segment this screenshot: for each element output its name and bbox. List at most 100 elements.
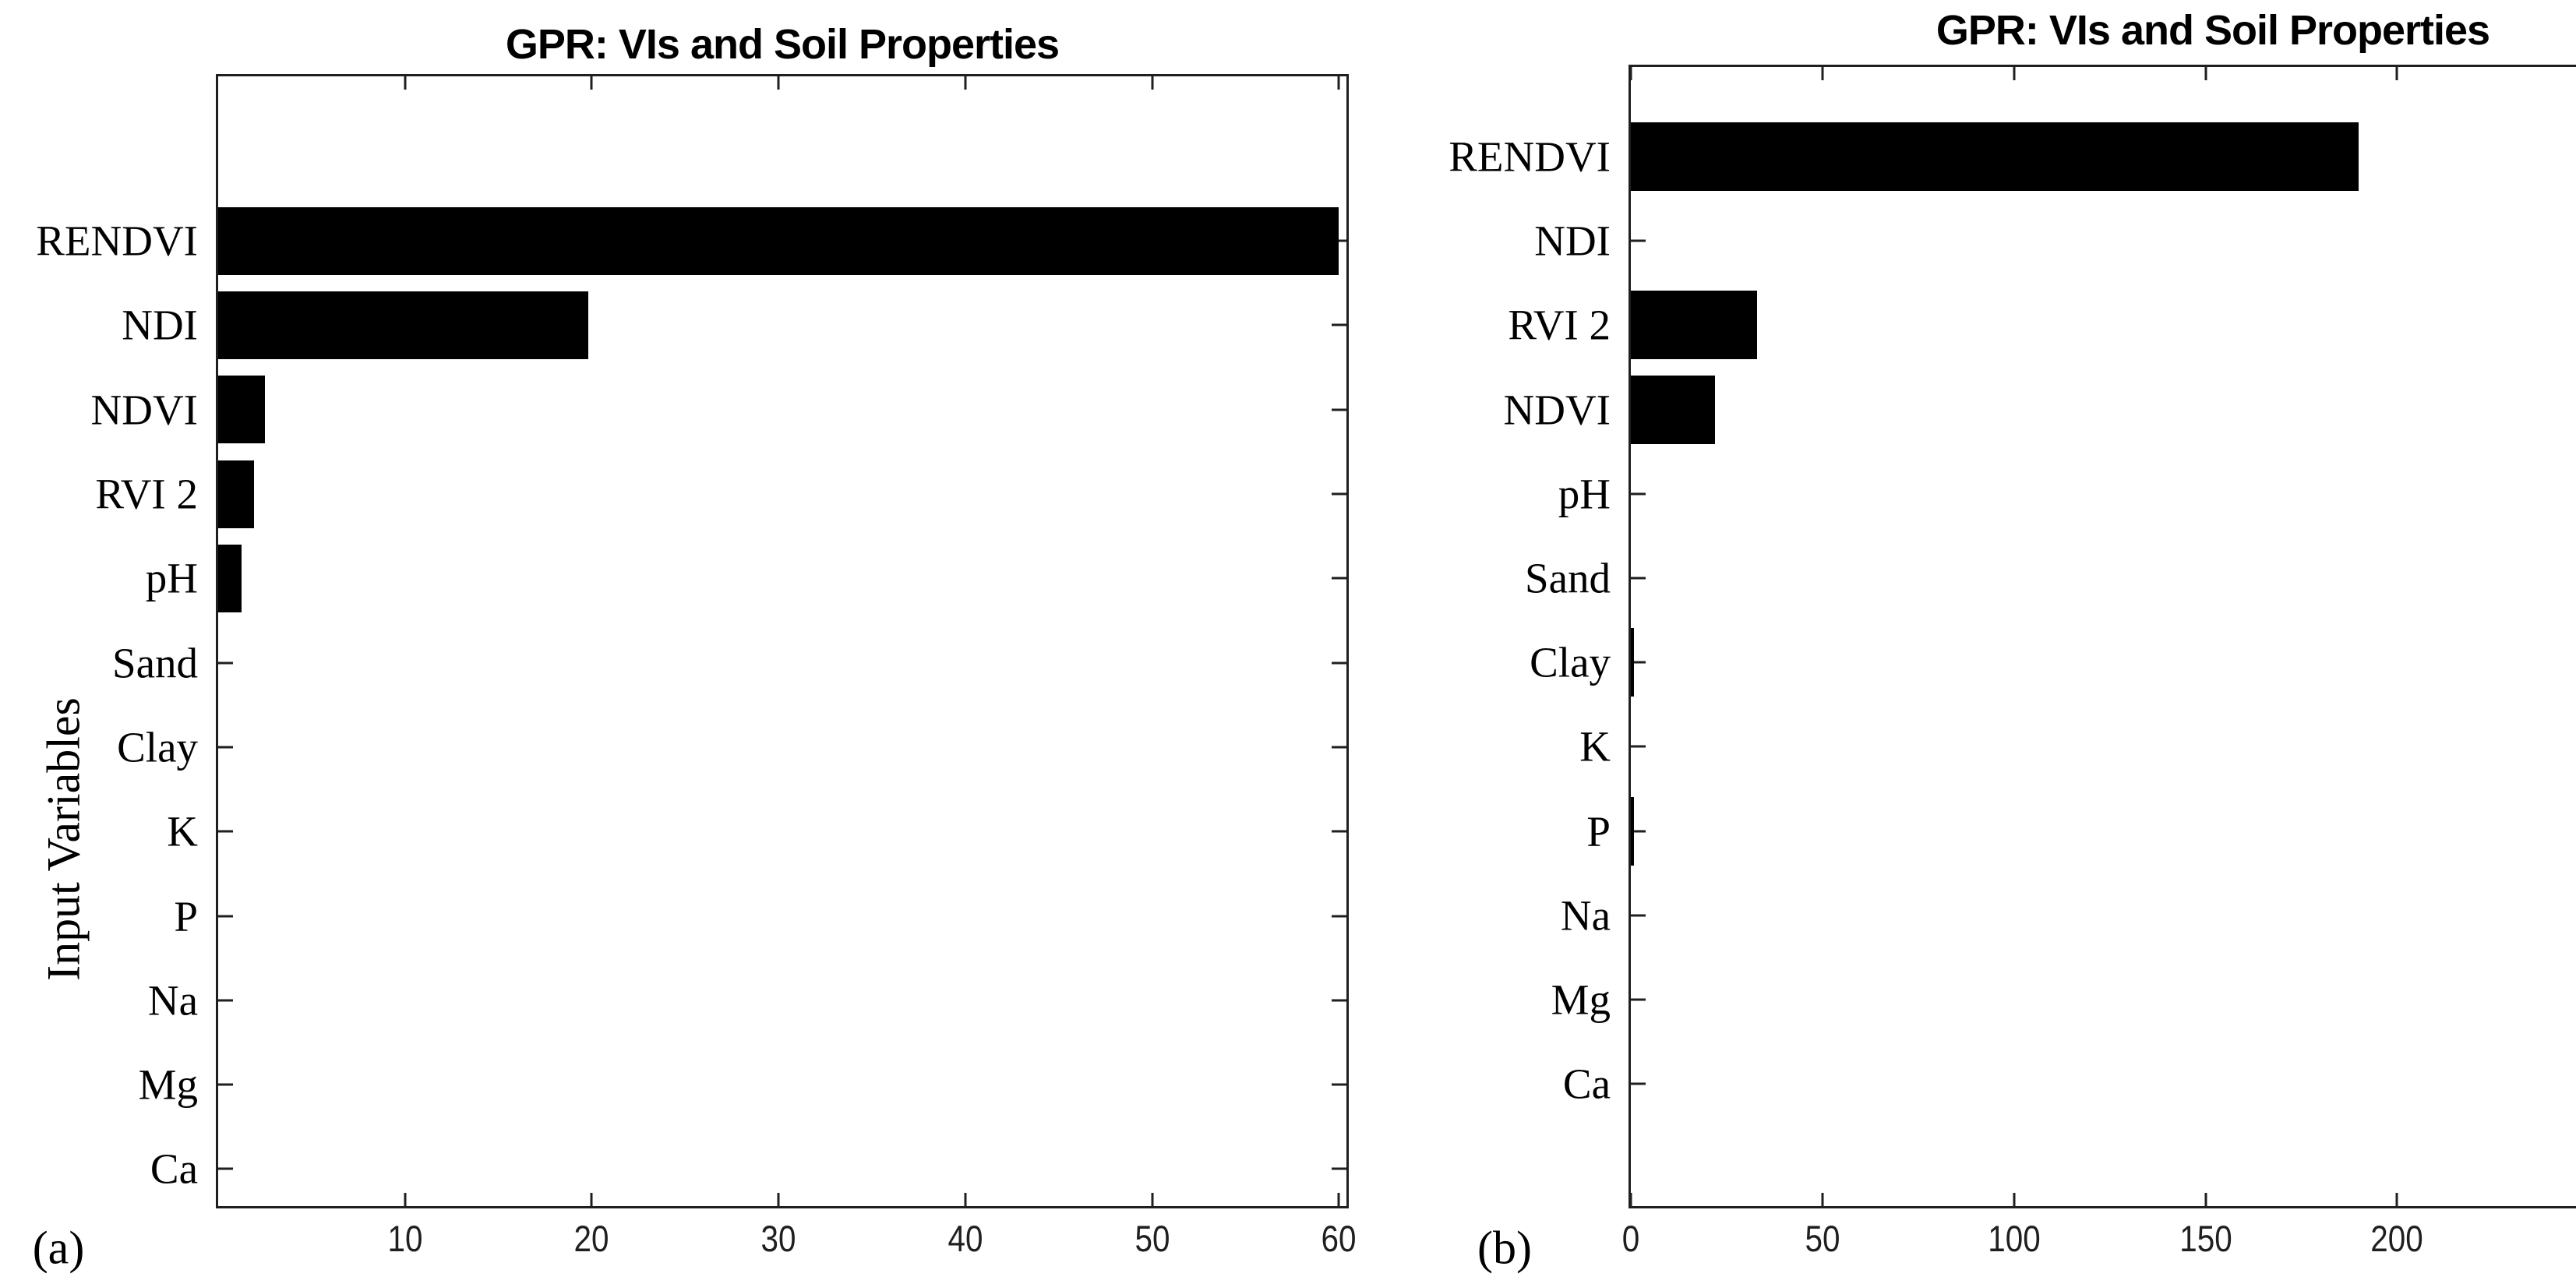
chart-row-k: K xyxy=(1579,704,2576,788)
panel-b-tag: (b) xyxy=(1477,1222,1532,1274)
category-label: P xyxy=(1586,807,1611,855)
x-tick-mark xyxy=(2204,1193,2207,1206)
panel-a-tag: (a) xyxy=(32,1222,85,1274)
x-tick-mark xyxy=(777,1193,780,1206)
x-tick-mark xyxy=(1151,76,1154,90)
category-label: Na xyxy=(1560,891,1611,940)
x-tick-mark xyxy=(964,76,967,90)
bar-ph xyxy=(218,544,242,612)
category-label: K xyxy=(1579,722,1611,771)
bar-clay xyxy=(1631,628,1634,697)
category-label: Mg xyxy=(1551,975,1611,1024)
chart-row-ndvi: NDVI xyxy=(91,368,1346,452)
category-label: NDVI xyxy=(1503,386,1611,434)
x-tick-label: 30 xyxy=(760,1218,796,1259)
y-tick-mark xyxy=(1332,1083,1346,1086)
bar-p xyxy=(1631,796,1634,866)
chart-row-mg: Mg xyxy=(1551,958,2576,1042)
chart-row-sand: Sand xyxy=(1525,536,2576,620)
category-label: RENDVI xyxy=(36,217,198,265)
x-tick-label: 60 xyxy=(1321,1218,1357,1259)
x-tick-mark xyxy=(590,76,593,90)
bar-rvi-2 xyxy=(218,460,254,528)
x-tick-mark xyxy=(2204,67,2207,80)
y-tick-mark xyxy=(1631,745,1646,748)
x-tick-label: 20 xyxy=(573,1218,609,1259)
category-label: Sand xyxy=(1525,554,1611,602)
y-tick-mark xyxy=(1631,914,1646,917)
x-tick-mark xyxy=(404,76,407,90)
x-tick-label: 150 xyxy=(2179,1218,2232,1259)
chart-row-ph: pH xyxy=(146,536,1346,620)
x-tick-mark xyxy=(1151,1193,1154,1206)
x-tick-mark xyxy=(1629,1193,1632,1206)
category-label: Ca xyxy=(150,1145,198,1193)
category-label: Clay xyxy=(117,723,198,771)
chart-row-ndvi: NDVI xyxy=(1504,368,2576,452)
bar-ndvi xyxy=(1631,375,1716,444)
bar-ndvi xyxy=(218,376,265,444)
x-tick-mark xyxy=(590,1193,593,1206)
y-tick-mark xyxy=(1332,1167,1346,1170)
panel-a-y-axis-label: Input Variables xyxy=(37,697,90,981)
chart-row-na: Na xyxy=(1561,873,2576,958)
category-label: Sand xyxy=(112,639,198,687)
y-tick-mark xyxy=(218,661,233,665)
x-tick-mark xyxy=(1629,67,1632,80)
y-tick-mark xyxy=(218,746,233,749)
bar-rows: RENDVI NDI NDVI RVI 2 pH Sand Clay K P Na Mg Ca xyxy=(36,199,1346,1212)
y-tick-mark xyxy=(218,830,233,833)
chart-row-p: P xyxy=(174,873,1346,958)
bar-ndi xyxy=(218,291,588,359)
chart-row-k: K xyxy=(167,789,1346,873)
y-tick-mark xyxy=(1332,830,1346,833)
bar-rows: RENDVI NDI RVI 2 NDVI pH Sand Clay K P Na Mg Ca xyxy=(1449,115,2576,1126)
category-label: NDI xyxy=(122,301,198,349)
x-tick-label: 200 xyxy=(2370,1218,2424,1259)
chart-row-ph: pH xyxy=(1558,452,2576,536)
y-tick-mark xyxy=(1332,492,1346,496)
x-tick-mark xyxy=(1821,67,1824,80)
y-tick-mark xyxy=(1631,1082,1646,1085)
panel-b-title: GPR: VIs and Soil Properties xyxy=(1936,7,2490,54)
x-tick-mark xyxy=(2013,1193,2016,1206)
y-tick-mark xyxy=(1332,915,1346,918)
category-label: RVI 2 xyxy=(95,470,198,518)
x-tick-label: 100 xyxy=(1987,1218,2041,1259)
category-label: RENDVI xyxy=(1449,132,1611,181)
chart-row-sand: Sand xyxy=(112,620,1346,704)
y-tick-mark xyxy=(1631,998,1646,1001)
x-tick-mark xyxy=(1337,1193,1340,1206)
chart-row-ndi: NDI xyxy=(1534,199,2576,283)
chart-row-clay: Clay xyxy=(1530,620,2576,704)
category-label: P xyxy=(174,892,198,940)
category-label: pH xyxy=(145,554,198,602)
x-tick-mark xyxy=(964,1193,967,1206)
chart-row-p: P xyxy=(1586,789,2576,873)
y-tick-mark xyxy=(218,1083,233,1086)
panel-a-title: GPR: VIs and Soil Properties xyxy=(505,21,1060,68)
y-tick-mark xyxy=(218,915,233,918)
panel-a-plot-area: RENDVI NDI NDVI RVI 2 pH Sand Clay K P Na Mg Ca 10 20… xyxy=(36,74,1357,1259)
chart-row-mg: Mg xyxy=(139,1042,1346,1127)
y-tick-mark xyxy=(1631,577,1646,580)
x-tick-mark xyxy=(2395,67,2398,80)
x-tick-mark xyxy=(404,1193,407,1206)
category-label: NDI xyxy=(1534,217,1611,265)
x-tick-label: 50 xyxy=(1134,1218,1170,1259)
chart-row-rendvi: RENDVI xyxy=(36,199,1346,283)
chart-row-rvi-2: RVI 2 xyxy=(1508,283,2576,367)
category-label: pH xyxy=(1558,470,1611,518)
category-label: Mg xyxy=(138,1060,198,1109)
x-tick-mark xyxy=(1821,1193,1824,1206)
category-label: RVI 2 xyxy=(1508,301,1611,349)
y-tick-mark xyxy=(1631,830,1646,833)
panel-b-plot-area: RENDVI NDI RVI 2 NDVI pH Sand Clay K P Na Mg Ca 0 50 1… xyxy=(1449,65,2576,1259)
category-label: K xyxy=(167,807,198,855)
x-tick-mark xyxy=(2013,67,2016,80)
y-tick-mark xyxy=(1631,239,1646,242)
category-label: Ca xyxy=(1562,1060,1611,1108)
chart-row-ndi: NDI xyxy=(122,283,1346,367)
y-tick-mark xyxy=(1332,999,1346,1002)
